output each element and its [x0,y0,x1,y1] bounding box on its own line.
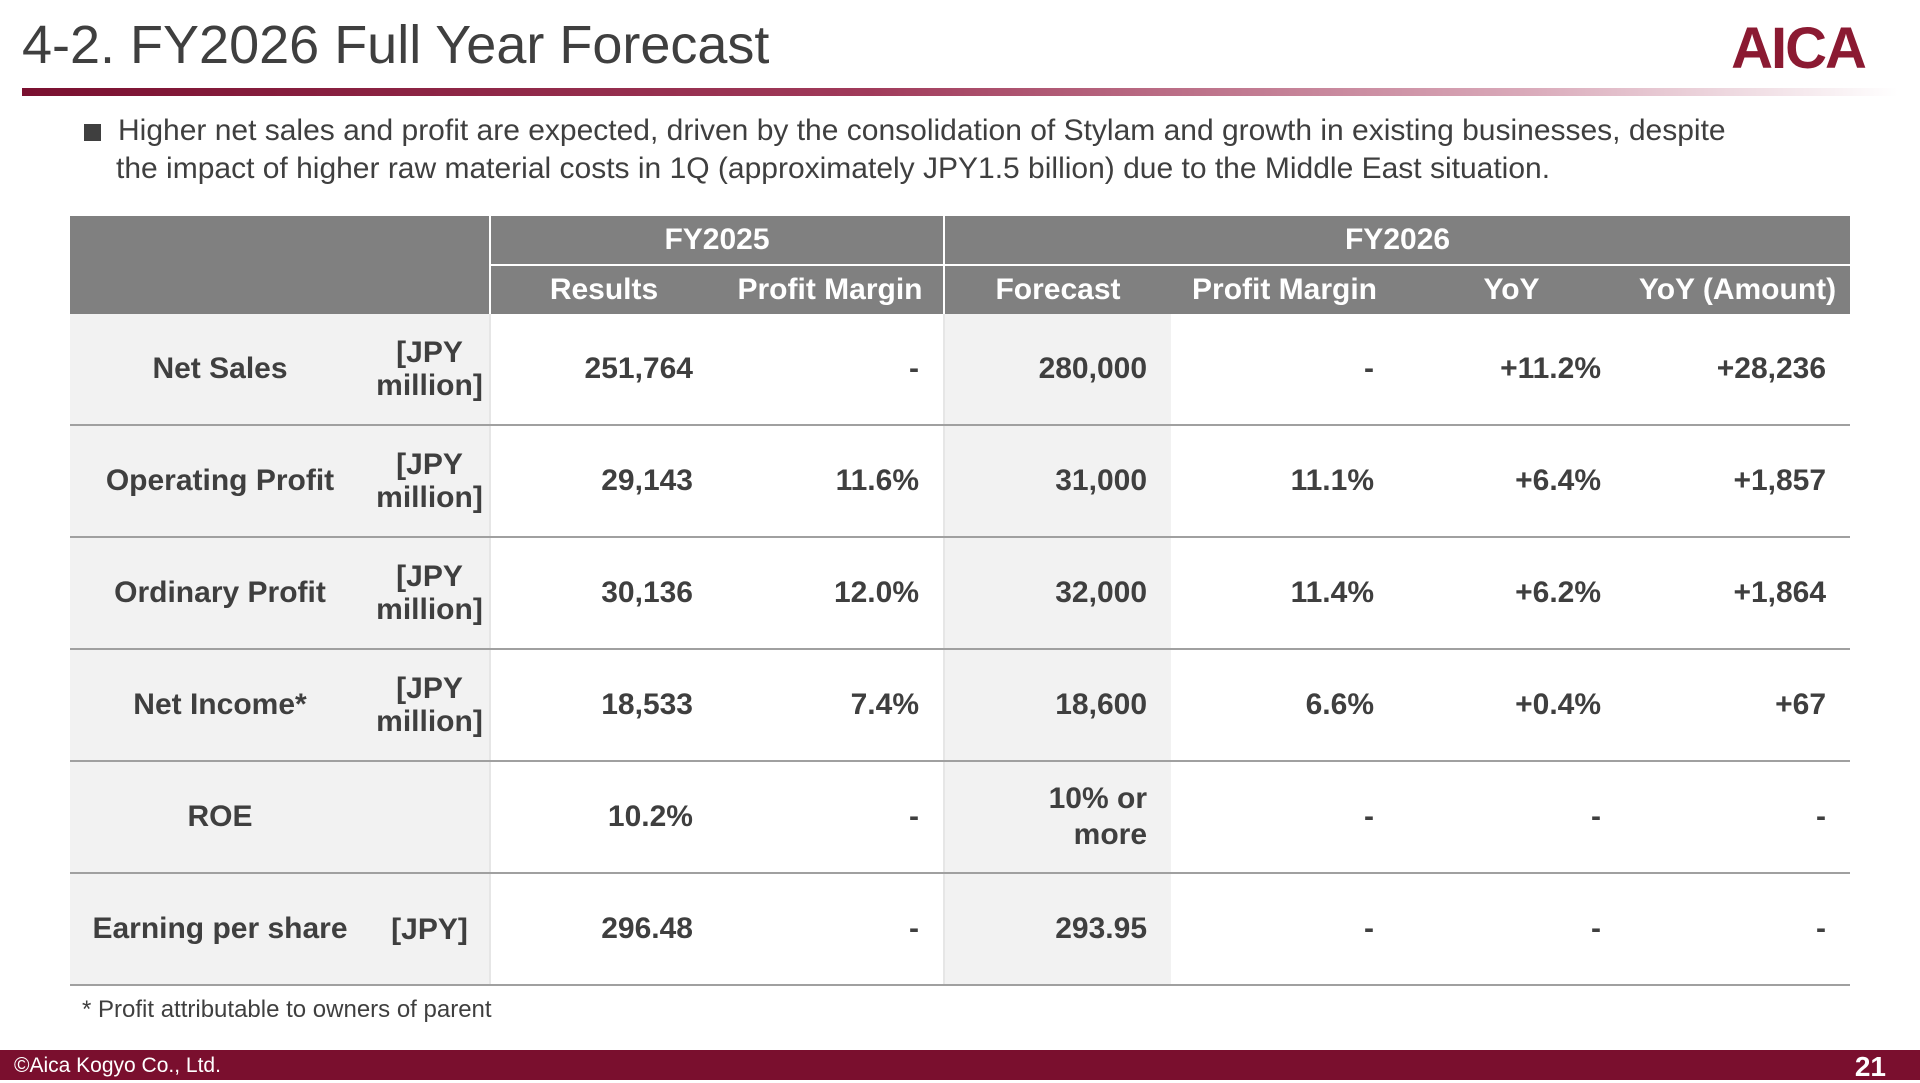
row-label: Net Sales [70,314,370,426]
cell-margin-2026: - [1171,761,1399,874]
row-unit: [JPY million] [370,649,490,762]
cell-forecast: 280,000 [943,314,1172,426]
cell-margin-2025: - [717,314,945,426]
summary-text: Higher net sales and profit are expected… [84,112,1864,188]
cell-forecast: 32,000 [943,537,1172,650]
cell-margin-2025: - [717,761,945,874]
title-underline [22,88,1898,96]
cell-yoy-amount: +28,236 [1625,314,1851,426]
col-header-yoy-amount: YoY (Amount) [1625,265,1851,314]
row-unit [370,761,490,874]
cell-margin-2025: 7.4% [717,649,945,762]
cell-results: 10.2% [489,761,717,874]
row-label: Net Income* [70,649,370,762]
cell-yoy-amount: - [1625,761,1851,874]
cell-margin-2025: - [717,873,945,986]
cell-yoy: +6.4% [1398,425,1626,538]
col-header-yoy: YoY [1398,265,1626,314]
row-unit: [JPY million] [370,314,490,426]
table-corner-header [70,216,490,314]
cell-margin-2026: - [1171,873,1399,986]
cell-results: 251,764 [489,314,717,426]
cell-margin-2026: 6.6% [1171,649,1399,762]
row-label: Earning per share [70,873,370,986]
cell-yoy-amount: +1,864 [1625,537,1851,650]
cell-yoy-amount: - [1625,873,1851,986]
col-header-forecast: Forecast [943,265,1172,314]
page-title: 4-2. FY2026 Full Year Forecast [22,15,770,75]
col-header-profit-margin-2025: Profit Margin [717,265,945,314]
summary-line-2: the impact of higher raw material costs … [116,152,1551,185]
cell-yoy: - [1398,761,1626,874]
table-row-eps: Earning per share [JPY] 296.48 - 293.95 … [70,873,1851,986]
col-header-results: Results [489,265,717,314]
cell-forecast: 31,000 [943,425,1172,538]
summary-line-1: Higher net sales and profit are expected… [118,114,1726,147]
cell-forecast: 10% or more [943,761,1172,874]
row-unit: [JPY] [370,873,490,986]
cell-margin-2026: 11.1% [1171,425,1399,538]
cell-forecast: 18,600 [943,649,1172,762]
svg-text:AICA: AICA [1731,22,1866,72]
page-number: 21 [1854,1051,1886,1082]
cell-margin-2026: - [1171,314,1399,426]
summary-bullet: Higher net sales and profit are expected… [84,112,1864,188]
cell-results: 30,136 [489,537,717,650]
table-row-operating-profit: Operating Profit [JPY million] 29,143 11.… [70,425,1851,538]
cell-yoy-amount: +67 [1625,649,1851,762]
row-label: ROE [70,761,370,874]
group-header-fy2025: FY2025 [488,216,945,266]
cell-margin-2026: 11.4% [1171,537,1399,650]
copyright-text: ©Aica Kogyo Co., Ltd. [14,1054,221,1077]
footer-bar: ©Aica Kogyo Co., Ltd. 21 [0,1050,1920,1082]
table-row-ordinary-profit: Ordinary Profit [JPY million] 30,136 12.0… [70,537,1851,650]
cell-yoy: +11.2% [1398,314,1626,426]
cell-yoy: +0.4% [1398,649,1626,762]
cell-results: 29,143 [489,425,717,538]
row-label: Ordinary Profit [70,537,370,650]
cell-yoy-amount: +1,857 [1625,425,1851,538]
row-unit: [JPY million] [370,537,490,650]
table-row-roe: ROE 10.2% - 10% or more - - - [70,761,1851,874]
group-header-fy2026: FY2026 [943,216,1851,266]
aica-logo: AICA [1731,22,1868,72]
forecast-table: FY2025 FY2026 Results Profit Margin Fore… [70,216,1851,986]
cell-forecast: 293.95 [943,873,1172,986]
table-row-net-income: Net Income* [JPY million] 18,533 7.4% 18,… [70,649,1851,762]
col-header-profit-margin-2026: Profit Margin [1171,265,1399,314]
cell-yoy: - [1398,873,1626,986]
cell-results: 296.48 [489,873,717,986]
row-unit: [JPY million] [370,425,490,538]
footnote: * Profit attributable to owners of paren… [82,996,492,1023]
square-bullet-icon [84,124,101,141]
row-label: Operating Profit [70,425,370,538]
table-row-net-sales: Net Sales [JPY million] 251,764 - 280,000… [70,314,1851,426]
cell-margin-2025: 11.6% [717,425,945,538]
cell-margin-2025: 12.0% [717,537,945,650]
cell-yoy: +6.2% [1398,537,1626,650]
cell-results: 18,533 [489,649,717,762]
